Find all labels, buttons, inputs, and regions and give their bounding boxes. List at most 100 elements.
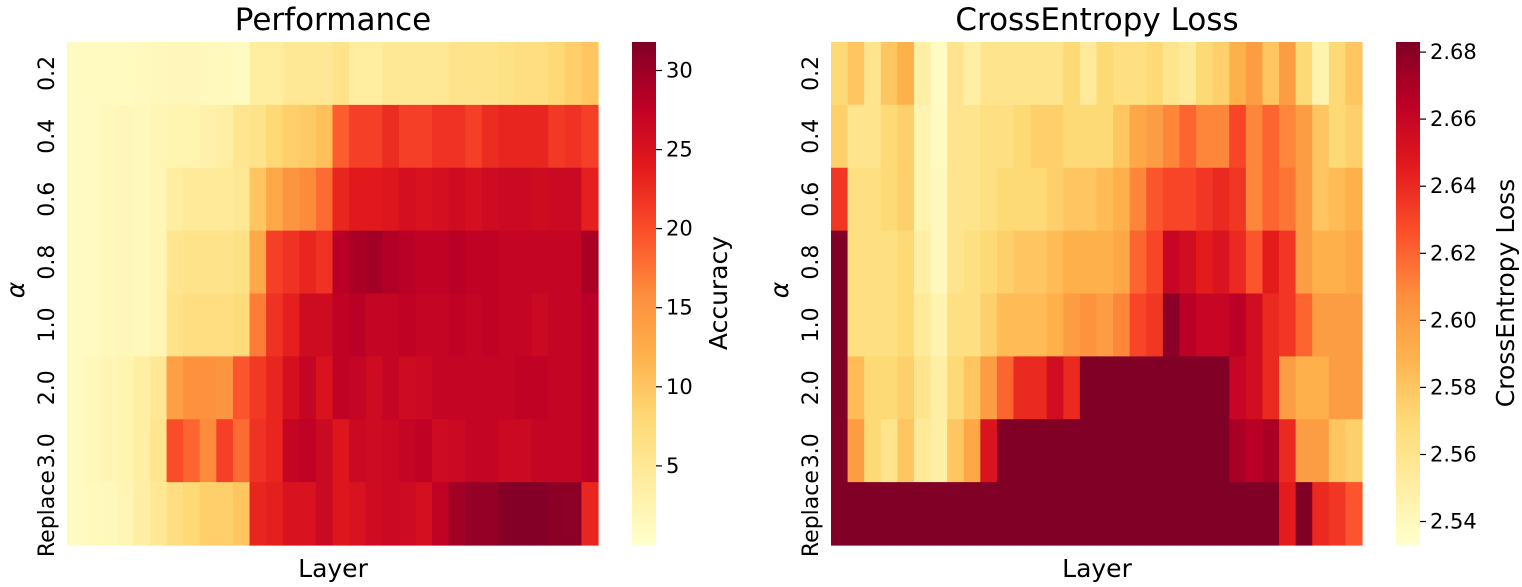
performance-cell [581, 230, 599, 295]
crossentropy-cell [1262, 230, 1280, 295]
performance-cell [216, 482, 234, 546]
crossentropy-cell [1146, 42, 1164, 106]
crossentropy-cell [1328, 42, 1346, 106]
crossentropy-y-tick-label: 1.0 [799, 307, 824, 342]
crossentropy-cell [947, 356, 965, 420]
performance-cell [83, 104, 101, 169]
crossentropy-cell [864, 167, 882, 232]
crossentropy-cell [1262, 42, 1280, 106]
crossentropy-colorbar-tick-label: 2.56 [1430, 443, 1477, 467]
crossentropy-cell [1162, 482, 1181, 546]
performance-cell [481, 104, 500, 169]
crossentropy-cell [996, 419, 1015, 483]
performance-cell [515, 104, 533, 169]
crossentropy-cell [1046, 42, 1064, 106]
performance-cell [365, 230, 383, 295]
crossentropy-cell [1245, 167, 1264, 232]
crossentropy-colorbar-label: CrossEntropy Loss [1491, 179, 1520, 407]
performance-cell [299, 419, 317, 483]
performance-cell [183, 356, 201, 420]
performance-cell [349, 482, 367, 546]
crossentropy-cell [831, 419, 849, 483]
crossentropy-cell [1345, 230, 1363, 295]
crossentropy-cell [1196, 42, 1214, 106]
performance-cell [315, 293, 334, 357]
performance-cell [133, 293, 151, 357]
crossentropy-cell [1179, 104, 1197, 169]
crossentropy-cell [831, 104, 849, 169]
performance-cell [415, 167, 433, 232]
crossentropy-cell [1245, 482, 1264, 546]
performance-cell [415, 293, 433, 357]
crossentropy-cell [1196, 167, 1214, 232]
crossentropy-cell [996, 293, 1015, 357]
performance-cell [232, 104, 251, 169]
performance-cell [166, 167, 184, 232]
performance-cell [315, 167, 334, 232]
performance-cell [315, 419, 334, 483]
crossentropy-colorbar-tick-label: 2.66 [1430, 107, 1477, 131]
performance-cell [448, 230, 466, 295]
crossentropy-cell [1146, 419, 1164, 483]
performance-cell [581, 104, 599, 169]
performance-cell [531, 419, 549, 483]
crossentropy-cell [880, 42, 898, 106]
performance-cell [199, 482, 217, 546]
crossentropy-cell [1295, 482, 1313, 546]
performance-cell [166, 482, 184, 546]
performance-cell [116, 42, 134, 106]
performance-cell [133, 230, 151, 295]
crossentropy-cell [1162, 104, 1181, 169]
crossentropy-cell [1013, 482, 1031, 546]
performance-cell [564, 482, 582, 546]
performance-cell [581, 356, 599, 420]
performance-cell [299, 482, 317, 546]
performance-cell [299, 356, 317, 420]
performance-cell [531, 167, 549, 232]
crossentropy-cell [1113, 419, 1131, 483]
performance-cell [498, 293, 516, 357]
performance-cell [465, 356, 483, 420]
performance-cell [465, 42, 483, 106]
crossentropy-cell [930, 104, 948, 169]
crossentropy-cell [1030, 230, 1048, 295]
performance-cell [581, 482, 599, 546]
performance-cell [166, 419, 184, 483]
crossentropy-cell [1162, 167, 1181, 232]
performance-cell [432, 482, 450, 546]
crossentropy-cell [1245, 42, 1264, 106]
crossentropy-cell [831, 293, 849, 357]
crossentropy-cell [897, 293, 915, 357]
crossentropy-cell [1129, 419, 1147, 483]
performance-cell [515, 167, 533, 232]
crossentropy-cell [1063, 419, 1081, 483]
crossentropy-cell [880, 482, 898, 546]
crossentropy-cell [864, 356, 882, 420]
crossentropy-cell [1262, 104, 1280, 169]
performance-cell [67, 356, 85, 420]
crossentropy-cell [847, 356, 865, 420]
performance-cell [448, 293, 466, 357]
performance-y-tick-label: 0.2 [35, 56, 60, 91]
performance-cell [149, 419, 168, 483]
crossentropy-cell [1113, 482, 1131, 546]
crossentropy-cell [1312, 42, 1330, 106]
performance-cell [332, 419, 350, 483]
crossentropy-cell [930, 482, 948, 546]
performance-cell [432, 104, 450, 169]
performance-cell [432, 356, 450, 420]
performance-cell [100, 230, 118, 295]
crossentropy-cell [1046, 167, 1064, 232]
crossentropy-cell [1279, 293, 1297, 357]
performance-cell [149, 230, 168, 295]
crossentropy-cell [1096, 482, 1114, 546]
performance-cell [232, 230, 251, 295]
crossentropy-cell [1229, 42, 1247, 106]
performance-cell [100, 356, 118, 420]
performance-cell [365, 42, 383, 106]
performance-cell [266, 356, 284, 420]
performance-cell [183, 42, 201, 106]
crossentropy-cell [930, 42, 948, 106]
crossentropy-cell [1328, 356, 1346, 420]
performance-cell [100, 293, 118, 357]
